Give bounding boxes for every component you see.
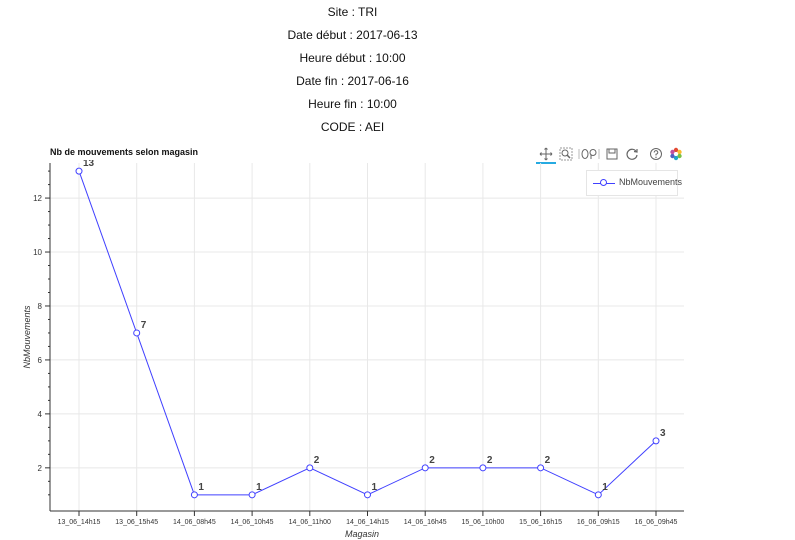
legend-label: NbMouvements (619, 177, 683, 187)
data-point (364, 491, 371, 499)
x-tick-label: 14_06_08h45 (173, 519, 216, 526)
chart-toolbar (536, 145, 686, 164)
data-point (421, 464, 429, 472)
report-header: Site : TRI Date début : 2017-06-13 Heure… (0, 0, 705, 139)
y-tick-label: 2 (38, 464, 43, 473)
chart-title: Nb de mouvements selon magasin (50, 147, 199, 157)
data-label: 2 (314, 455, 320, 466)
pan-tool-button[interactable] (536, 146, 556, 164)
x-tick-label: 14_06_16h45 (404, 519, 447, 526)
x-tick-label: 14_06_14h15 (346, 519, 389, 526)
wheel-zoom-tool-button[interactable] (576, 146, 602, 162)
data-label: 2 (487, 455, 493, 466)
y-tick-label: 4 (38, 410, 43, 419)
help-tool-button[interactable] (646, 146, 666, 162)
box-zoom-icon (559, 147, 573, 161)
data-label: 3 (660, 428, 666, 439)
data-point (537, 464, 545, 472)
save-icon (606, 148, 618, 160)
x-tick-label: 16_06_09h15 (577, 519, 620, 526)
y-axis-label: NbMouvements (22, 305, 32, 369)
x-axis-label: Magasin (345, 529, 379, 539)
data-label: 1 (198, 482, 204, 493)
code-label: CODE : AEI (320, 120, 385, 134)
data-point (652, 437, 660, 445)
data-point (190, 491, 198, 499)
y-tick-label: 8 (38, 302, 43, 311)
data-point (306, 464, 314, 472)
site-label: Site : TRI (327, 5, 378, 19)
wheel-zoom-icon (578, 149, 600, 159)
reset-icon (626, 148, 638, 160)
chart-legend: NbMouvements (586, 170, 682, 196)
heure-debut-label: Heure début : 10:00 (299, 51, 406, 65)
pan-icon (539, 147, 553, 161)
x-tick-label: 16_06_09h45 (635, 519, 678, 526)
data-label: 2 (545, 455, 551, 466)
data-point (594, 491, 602, 499)
legend-marker-swatch (600, 179, 607, 186)
data-label: 2 (429, 455, 435, 466)
y-tick-label: 10 (33, 248, 42, 257)
data-point (133, 329, 141, 337)
x-tick-label: 13_06_15h45 (115, 519, 158, 526)
bokeh-logo-button[interactable] (666, 146, 686, 162)
date-debut-label: Date début : 2017-06-13 (287, 28, 418, 42)
data-label: 1 (602, 482, 608, 493)
x-tick-label: 15_06_10h00 (461, 519, 504, 526)
data-label: 1 (372, 482, 378, 493)
bokeh-logo-icon (670, 147, 682, 161)
box-zoom-tool-button[interactable] (556, 146, 576, 162)
x-tick-label: 13_06_14h15 (58, 519, 101, 526)
reset-tool-button[interactable] (622, 146, 642, 162)
date-fin-label: Date fin : 2017-06-16 (296, 74, 409, 88)
y-tick-label: 12 (33, 194, 42, 203)
heure-fin-label: Heure fin : 10:00 (308, 97, 397, 111)
x-tick-label: 14_06_10h45 (231, 519, 274, 526)
x-tick-label: 15_06_16h15 (519, 519, 562, 526)
data-label: 7 (141, 320, 147, 331)
data-label: 13 (83, 160, 95, 169)
save-tool-button[interactable] (602, 146, 622, 162)
y-tick-label: 6 (38, 356, 43, 365)
help-icon (650, 148, 662, 160)
data-point (248, 491, 256, 499)
data-point (479, 464, 487, 472)
data-label: 1 (256, 482, 262, 493)
x-tick-label: 14_06_11h00 (289, 519, 331, 526)
data-point (75, 167, 83, 175)
